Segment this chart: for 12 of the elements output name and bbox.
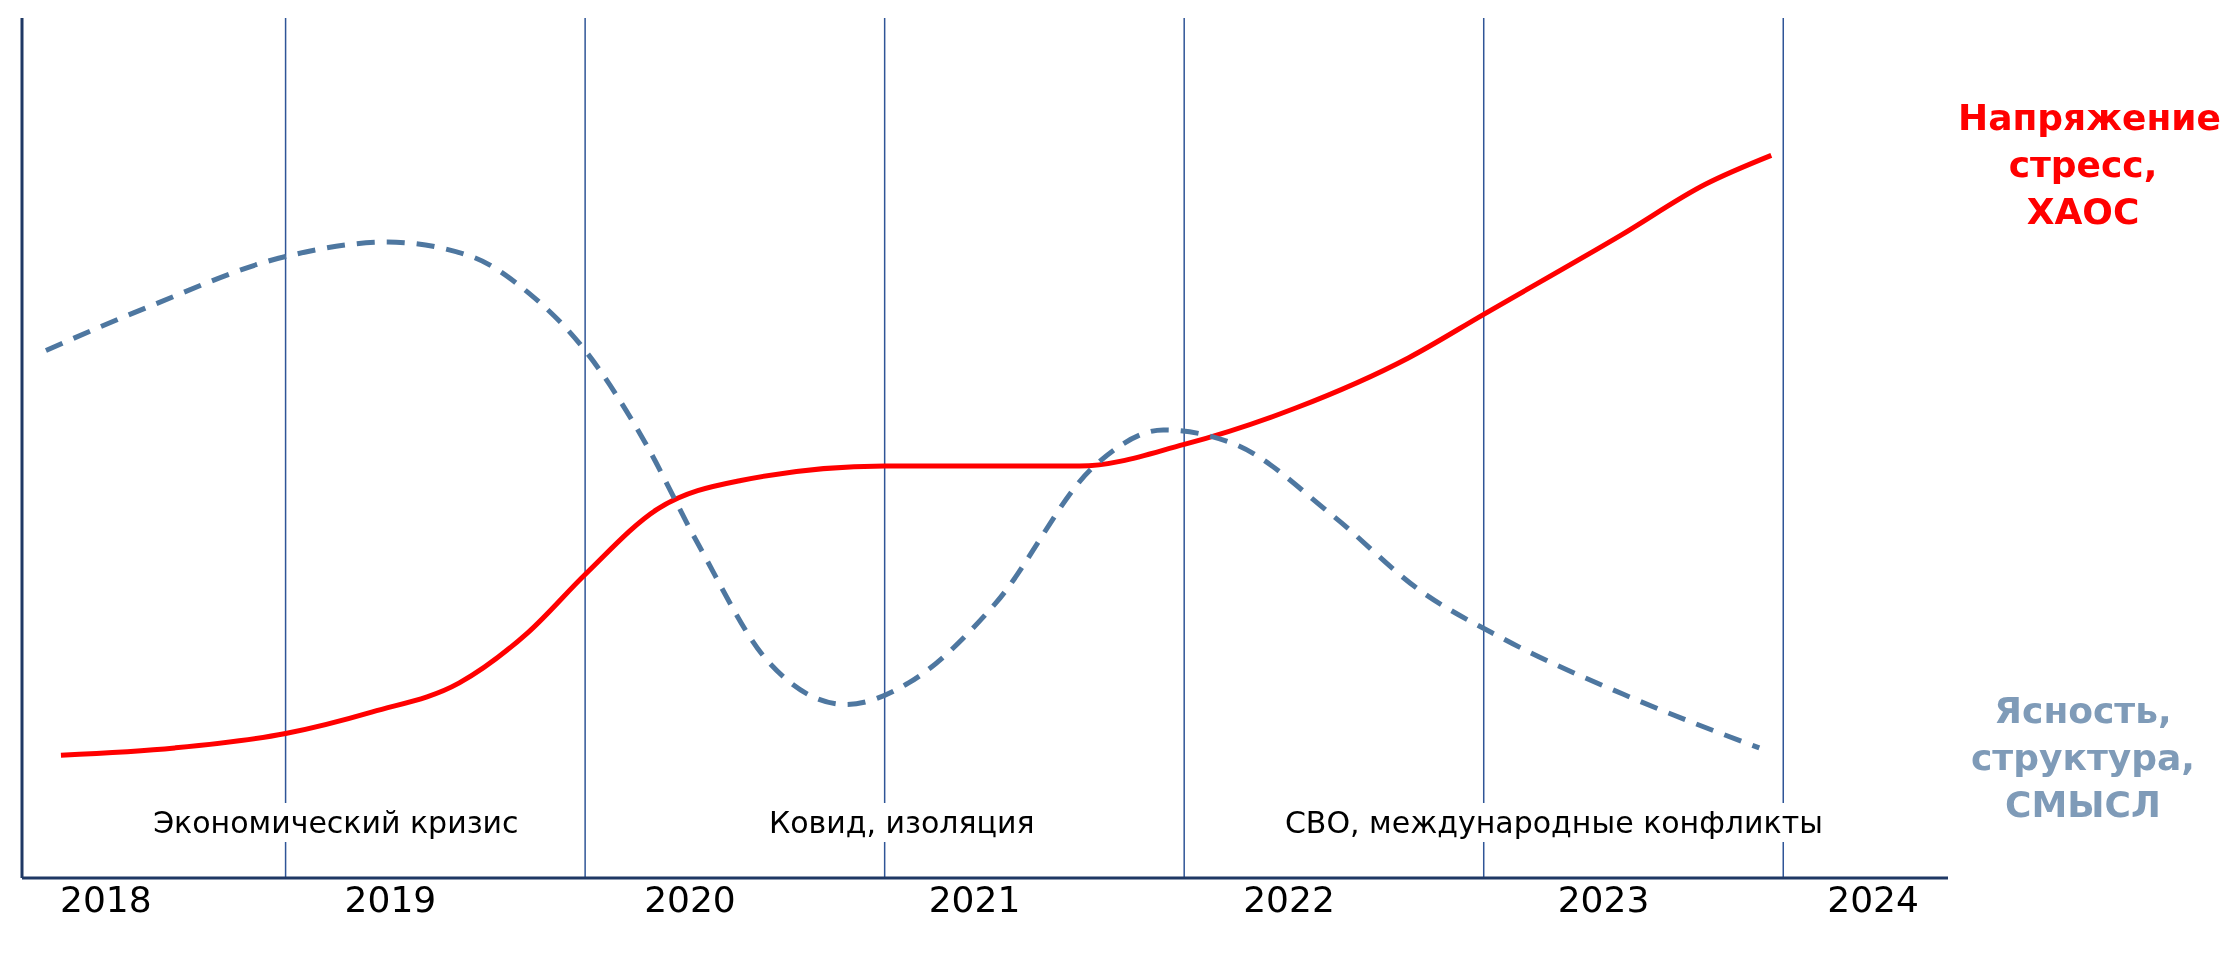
- annotation: СВО, международные конфликты: [1278, 803, 1829, 842]
- x-tick-label: 2018: [60, 878, 152, 920]
- x-tick-label: 2020: [644, 878, 736, 920]
- annotation: Ковид, изоляция: [762, 803, 1041, 842]
- x-tick-label: 2022: [1243, 878, 1335, 920]
- x-tick-label: 2019: [344, 878, 437, 920]
- text: Ясность, структура, СМЫСЛ: [1970, 688, 2196, 827]
- x-tick-label: 2023: [1557, 878, 1650, 920]
- x-tick-label: 2021: [928, 878, 1021, 920]
- text: Напряжение, стресс, ХАОС: [1958, 96, 2223, 234]
- x-tick-label: 2024: [1827, 878, 1919, 920]
- annotation: Экономический кризис: [147, 803, 525, 842]
